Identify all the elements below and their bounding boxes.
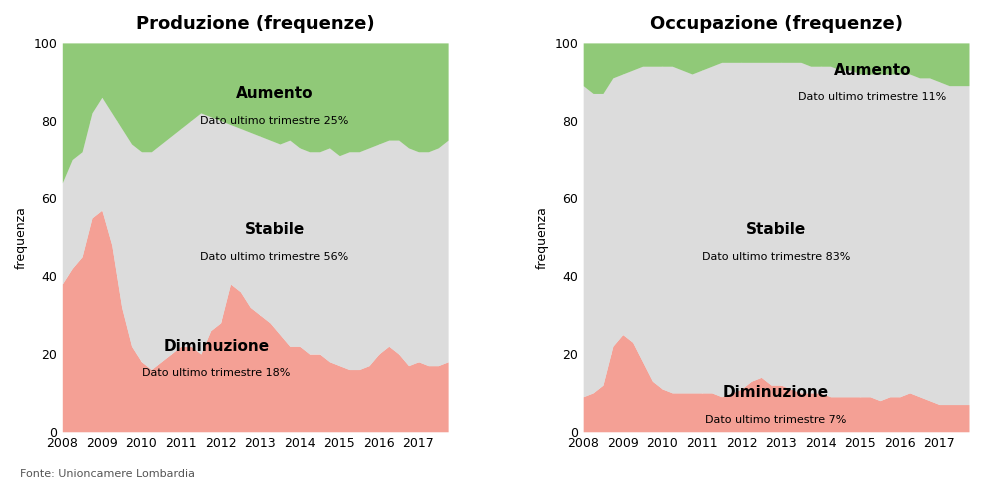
Text: Dato ultimo trimestre 25%: Dato ultimo trimestre 25% (201, 116, 348, 126)
Text: Dato ultimo trimestre 7%: Dato ultimo trimestre 7% (706, 415, 847, 425)
Title: Occupazione (frequenze): Occupazione (frequenze) (649, 15, 902, 33)
Text: Dato ultimo trimestre 11%: Dato ultimo trimestre 11% (798, 92, 947, 102)
Y-axis label: frequenza: frequenza (536, 206, 549, 269)
Text: Diminuzione: Diminuzione (163, 339, 270, 354)
Text: Aumento: Aumento (236, 86, 313, 101)
Text: Dato ultimo trimestre 18%: Dato ultimo trimestre 18% (143, 368, 291, 378)
Text: Dato ultimo trimestre 56%: Dato ultimo trimestre 56% (201, 252, 348, 262)
Text: Stabile: Stabile (244, 222, 305, 237)
Text: Dato ultimo trimestre 83%: Dato ultimo trimestre 83% (702, 252, 850, 262)
Text: Aumento: Aumento (833, 62, 911, 77)
Y-axis label: frequenza: frequenza (15, 206, 28, 269)
Text: Diminuzione: Diminuzione (723, 385, 830, 400)
Text: Fonte: Unioncamere Lombardia: Fonte: Unioncamere Lombardia (20, 469, 195, 479)
Text: Stabile: Stabile (746, 222, 806, 237)
Title: Produzione (frequenze): Produzione (frequenze) (136, 15, 375, 33)
